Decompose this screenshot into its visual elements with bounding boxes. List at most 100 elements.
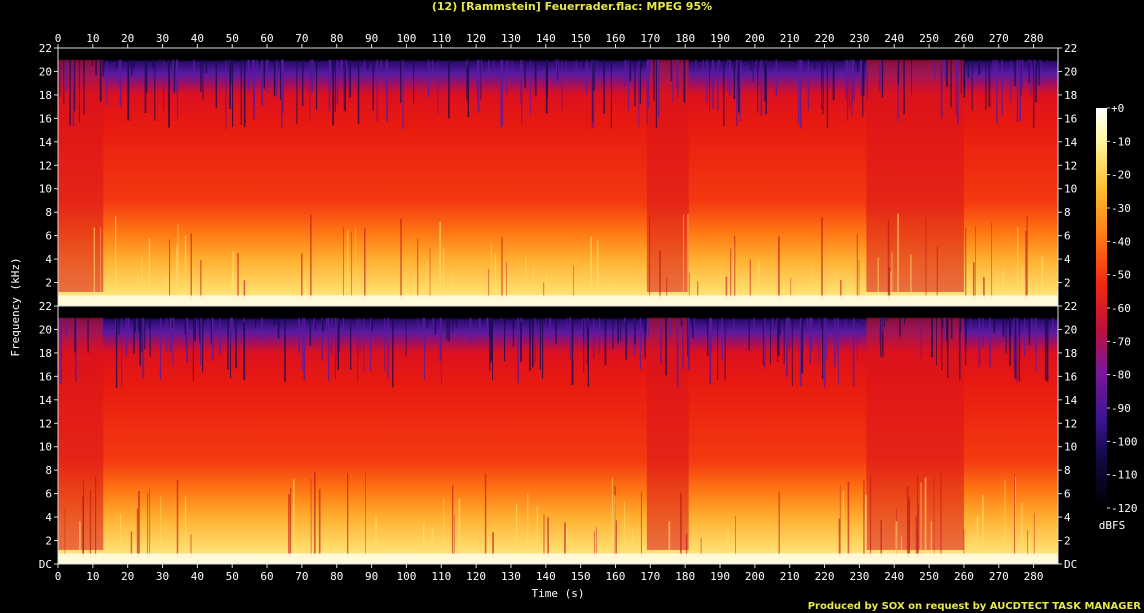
- x-tick-label: 120: [466, 32, 486, 45]
- colorbar-label: dBFS: [1099, 519, 1126, 532]
- x-tick-label: 250: [919, 32, 939, 45]
- x-tick-label: 240: [884, 32, 904, 45]
- quiet-interval: [646, 59, 689, 292]
- y-tick-label: DC: [39, 558, 52, 571]
- x-tick-label: 160: [606, 570, 626, 583]
- x-tick-label: 10: [86, 570, 99, 583]
- x-tick-label: 230: [849, 32, 869, 45]
- y-axis-label: Frequency (kHz): [9, 257, 22, 356]
- x-tick-label: 80: [330, 570, 343, 583]
- colorbar-tick-label: -20: [1111, 169, 1131, 182]
- x-tick-label: 220: [815, 570, 835, 583]
- y-tick-label: 20: [39, 65, 52, 78]
- x-tick-label: 90: [365, 32, 378, 45]
- x-tick-label: 150: [571, 32, 591, 45]
- x-tick-label: 50: [226, 32, 239, 45]
- y-tick-label: 22: [1064, 300, 1077, 313]
- colorbar-tick-label: -50: [1111, 269, 1131, 282]
- y-tick-label: 10: [1064, 441, 1077, 454]
- x-tick-label: 70: [295, 570, 308, 583]
- y-tick-label: 2: [45, 277, 52, 290]
- x-tick-label: 20: [121, 570, 134, 583]
- y-tick-label: 12: [39, 159, 52, 172]
- colorbar-tick-label: -60: [1111, 302, 1131, 315]
- x-tick-label: 100: [396, 32, 416, 45]
- x-tick-label: 200: [745, 32, 765, 45]
- colorbar-tick-label: -80: [1111, 369, 1131, 382]
- y-tick-label: 16: [1064, 370, 1077, 383]
- quiet-interval: [866, 59, 964, 292]
- colorbar: [1096, 108, 1107, 508]
- dc-band: [58, 295, 1058, 306]
- y-tick-label: 18: [39, 347, 52, 360]
- x-tick-label: 190: [710, 570, 730, 583]
- y-tick-label: 18: [1064, 347, 1077, 360]
- y-tick-label: 18: [1064, 89, 1077, 102]
- colorbar-tick-label: -120: [1111, 502, 1138, 515]
- channel-1-spectrogram: [57, 47, 1059, 307]
- x-tick-label: 180: [675, 32, 695, 45]
- y-tick-label: 22: [39, 42, 52, 55]
- x-tick-label: 280: [1024, 32, 1044, 45]
- x-tick-label: 120: [466, 570, 486, 583]
- y-tick-label: 4: [45, 511, 52, 524]
- credit-text: Produced by SOX on request by AUCDTECT T…: [807, 601, 1141, 612]
- x-tick-label: 200: [745, 570, 765, 583]
- x-tick-label: 90: [365, 570, 378, 583]
- x-axis-label: Time (s): [532, 587, 585, 600]
- x-tick-label: 0: [55, 32, 62, 45]
- y-tick-label: 14: [1064, 394, 1078, 407]
- y-tick-label: 18: [39, 89, 52, 102]
- y-tick-label: 16: [1064, 112, 1077, 125]
- x-tick-label: 140: [536, 570, 556, 583]
- y-tick-label: 20: [39, 323, 52, 336]
- y-tick-label: 6: [1064, 230, 1071, 243]
- y-tick-label: 20: [1064, 323, 1077, 336]
- y-tick-label: 16: [39, 112, 52, 125]
- x-tick-label: 130: [501, 570, 521, 583]
- colorbar-tick-label: -30: [1111, 202, 1131, 215]
- y-tick-label: 8: [1064, 206, 1071, 219]
- x-tick-label: 20: [121, 32, 134, 45]
- quiet-interval: [58, 59, 104, 292]
- y-tick-label: 2: [1064, 535, 1071, 548]
- y-tick-label: 14: [1064, 136, 1078, 149]
- x-tick-label: 210: [780, 570, 800, 583]
- colorbar-tick-label: -40: [1111, 235, 1131, 248]
- y-tick-label: 6: [1064, 488, 1071, 501]
- y-tick-label: 6: [45, 488, 52, 501]
- colorbar-tick-label: -110: [1111, 469, 1138, 482]
- y-tick-label: 8: [1064, 464, 1071, 477]
- y-tick-label: 14: [39, 136, 53, 149]
- y-tick-label: 16: [39, 370, 52, 383]
- cutoff-region: [58, 48, 1058, 60]
- x-tick-label: 30: [156, 32, 169, 45]
- dc-band: [58, 553, 1058, 564]
- x-tick-label: 0: [55, 570, 62, 583]
- y-tick-label: 10: [1064, 183, 1077, 196]
- colorbar-tick-label: -90: [1111, 402, 1131, 415]
- x-tick-label: 60: [260, 570, 273, 583]
- x-tick-label: 220: [815, 32, 835, 45]
- y-tick-label: 22: [1064, 42, 1077, 55]
- y-tick-label: 4: [1064, 253, 1071, 266]
- colorbar-tick-label: -70: [1111, 335, 1131, 348]
- y-tick-label: 4: [45, 253, 52, 266]
- x-tick-label: 230: [849, 570, 869, 583]
- y-tick-label: 12: [39, 417, 52, 430]
- colorbar-tick-label: -10: [1111, 135, 1131, 148]
- y-tick-label: 8: [45, 464, 52, 477]
- chart-title: (12) [Rammstein] Feuerrader.flac: MPEG 9…: [431, 0, 713, 13]
- y-tick-label: 8: [45, 206, 52, 219]
- x-tick-label: 160: [606, 32, 626, 45]
- x-tick-label: 210: [780, 32, 800, 45]
- x-tick-label: 130: [501, 32, 521, 45]
- y-tick-label: 4: [1064, 511, 1071, 524]
- x-tick-label: 30: [156, 570, 169, 583]
- y-tick-label: 10: [39, 183, 52, 196]
- y-tick-label: 6: [45, 230, 52, 243]
- x-tick-label: 110: [431, 570, 451, 583]
- x-tick-label: 170: [640, 32, 660, 45]
- x-tick-label: 240: [884, 570, 904, 583]
